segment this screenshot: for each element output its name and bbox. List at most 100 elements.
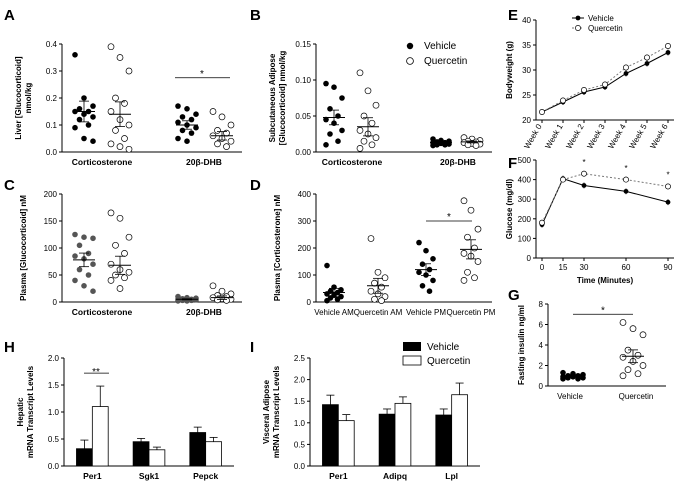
y-tick-label: 2: [539, 362, 544, 371]
x-axis-label: Time (Minutes): [577, 276, 634, 285]
legend-bar-quercetin-label: Quercetin: [427, 356, 470, 367]
bar-quercetin: [394, 402, 412, 467]
plots-layer: 0.0 0.1 0.2 0.3 0.4 Liver [Glucocorticoid] nmo…: [14, 14, 674, 481]
y-tick-label: 0: [527, 254, 532, 263]
y-tick-label: 25: [522, 91, 531, 100]
data-point: [460, 277, 468, 284]
data-point: [560, 376, 566, 382]
data-point: [214, 127, 221, 134]
data-point: [72, 277, 78, 284]
y-tick-label: 300: [298, 217, 312, 226]
panel-label-B: B: [250, 7, 261, 24]
y-tick-label: 100: [44, 244, 58, 253]
y-axis-label: mRNA Transcript Levels: [272, 365, 281, 458]
data-point: [339, 127, 345, 134]
data-point: [107, 209, 115, 217]
data-point: [327, 106, 333, 112]
x-category-label: Vehicle PM: [406, 308, 446, 317]
chart-H: 0.0 0.5 1.0 1.5 2.0 Hepatic mRNA Transcript Le…: [16, 354, 234, 481]
data-point: [665, 43, 671, 49]
data-point: [125, 121, 133, 129]
data-point: [188, 116, 195, 123]
data-point: [634, 351, 642, 359]
data-point: [623, 71, 629, 76]
data-point: [368, 141, 376, 149]
y-tick-label: 500: [518, 156, 532, 165]
significance-star: *: [200, 69, 204, 80]
data-point: [125, 233, 133, 241]
significance-star: *: [624, 164, 627, 173]
data-point: [331, 84, 337, 90]
x-category-label: Adipq: [383, 471, 407, 481]
y-tick-label: 50: [48, 271, 57, 280]
y-tick-label: 35: [522, 41, 531, 50]
x-category-label: Corticosterone: [72, 307, 133, 317]
panel-label-F: F: [508, 155, 517, 172]
x-tick-label: 15: [559, 263, 568, 272]
data-point: [430, 277, 436, 284]
data-point: [335, 138, 341, 144]
x-tick-label: Week 6: [648, 122, 670, 150]
data-point: [560, 369, 566, 376]
y-tick-label: 6: [539, 321, 544, 330]
data-point: [356, 127, 364, 134]
chart-D: 0 100 200 300 400 Plasma [Corticosterone] nM V…: [273, 190, 496, 317]
bar-quercetin: [91, 406, 109, 467]
data-point: [623, 64, 629, 71]
data-point: [364, 87, 372, 95]
y-axis-label: Visceral Adipose: [262, 379, 271, 444]
data-point: [639, 362, 647, 369]
data-point: [324, 262, 330, 269]
data-point: [121, 135, 128, 142]
y-tick-label: 4: [539, 341, 544, 350]
data-point: [116, 285, 124, 292]
x-category-label: Corticosterone: [322, 157, 383, 167]
data-point: [116, 54, 124, 61]
data-point: [81, 135, 87, 142]
y-tick-label: 0.0: [48, 462, 60, 471]
data-point: [339, 95, 345, 101]
data-point: [372, 134, 380, 141]
panel-label-A: A: [4, 7, 15, 24]
legend-bar-vehicle-label: Vehicle: [427, 342, 460, 353]
data-point: [367, 235, 375, 242]
data-point: [223, 297, 230, 304]
data-point: [116, 143, 124, 150]
x-category-label: Vehicle: [557, 392, 583, 401]
y-tick-label: 400: [298, 190, 312, 199]
x-category-label: 20β-DHB: [186, 307, 222, 317]
data-point: [602, 81, 608, 88]
data-point: [90, 103, 96, 109]
data-point: [193, 124, 199, 131]
data-point: [76, 116, 83, 123]
data-point: [175, 119, 181, 126]
y-tick-label: 300: [518, 195, 532, 204]
significance-star: *: [447, 212, 451, 223]
significance-star: **: [92, 367, 100, 378]
data-point: [430, 255, 436, 262]
x-tick-label: Week 2: [564, 122, 586, 150]
bar-vehicle: [435, 414, 453, 467]
y-axis-label: Plasma [Corticosterone] nM: [273, 195, 282, 302]
y-tick-label: 20: [522, 116, 531, 125]
significance-star: *: [601, 305, 605, 316]
y-axis-label: Glucose (mg/dl): [505, 178, 514, 239]
x-category-label: Sgk1: [139, 471, 160, 481]
y-tick-label: 0.0: [46, 148, 58, 157]
data-point: [474, 225, 482, 233]
data-point: [184, 138, 190, 144]
y-tick-label: 0.2: [46, 94, 58, 103]
x-tick-label: 90: [664, 263, 673, 272]
chart-A: 0.0 0.1 0.2 0.3 0.4 Liver [Glucocorticoid] nmo…: [14, 40, 242, 167]
bar-vehicle: [322, 404, 339, 467]
x-category-label: Corticosterone: [72, 157, 133, 167]
data-point: [371, 279, 378, 287]
y-tick-label: 0: [53, 298, 58, 307]
bar-quercetin: [205, 441, 222, 467]
data-point: [121, 250, 128, 257]
data-point: [560, 176, 566, 183]
data-point: [426, 288, 433, 295]
data-point: [107, 260, 115, 268]
